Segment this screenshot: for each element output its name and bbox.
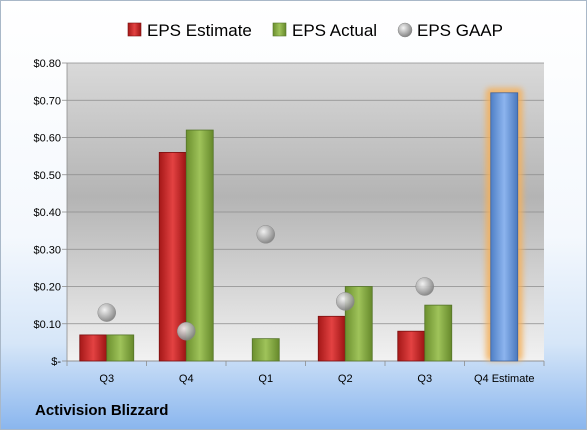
- y-tick-label: $-: [51, 356, 61, 368]
- x-tick-label: Q1: [258, 373, 273, 385]
- legend-label: EPS Actual: [292, 21, 377, 40]
- point-eps-gaap: [177, 321, 196, 341]
- y-tick-label: $0.10: [33, 319, 61, 331]
- legend-swatch: [127, 22, 142, 37]
- bar-eps-estimate: [397, 330, 426, 362]
- legend-swatch: [397, 22, 413, 38]
- bar-eps-estimate: [79, 334, 108, 362]
- x-tick-label: Q4 Estimate: [474, 373, 535, 385]
- bar-eps-actual: [106, 334, 135, 362]
- bar-eps-estimate: [317, 315, 346, 362]
- point-eps-gaap: [336, 292, 355, 311]
- y-tick-label: $0.30: [33, 244, 61, 256]
- legend: EPS Estimate EPS Actual EPS GAAP: [127, 21, 503, 40]
- y-tick-label: $0.70: [33, 95, 61, 107]
- legend-swatch: [272, 22, 287, 37]
- x-tick-label: Q2: [338, 373, 353, 385]
- x-tick-label: Q4: [179, 373, 194, 385]
- point-eps-gaap: [97, 303, 116, 322]
- bar-eps-actual: [251, 338, 280, 362]
- company-name: Activision Blizzard: [35, 402, 169, 419]
- x-tick-label: Q3: [99, 373, 114, 385]
- legend-label: EPS Estimate: [147, 21, 252, 40]
- x-tick-label: Q3: [417, 373, 432, 385]
- y-tick-label: $0.50: [33, 170, 61, 182]
- bar-estimate-forecast: [490, 92, 519, 362]
- point-eps-gaap: [256, 225, 275, 244]
- legend-label: EPS GAAP: [417, 21, 503, 40]
- chart-marks: [79, 87, 523, 362]
- bar-eps-actual: [185, 129, 214, 362]
- y-tick-label: $0.40: [33, 207, 61, 219]
- y-tick-label: $0.60: [33, 133, 61, 145]
- y-tick-label: $0.20: [33, 282, 61, 294]
- y-tick-label: $0.80: [33, 58, 61, 70]
- gridlines: $- $0.10 $0.20 $0.30 $0.40 $0.50 $0.60 $0.70 $0.…: [33, 58, 545, 385]
- bar-eps-actual: [424, 304, 453, 362]
- point-eps-gaap: [415, 277, 434, 296]
